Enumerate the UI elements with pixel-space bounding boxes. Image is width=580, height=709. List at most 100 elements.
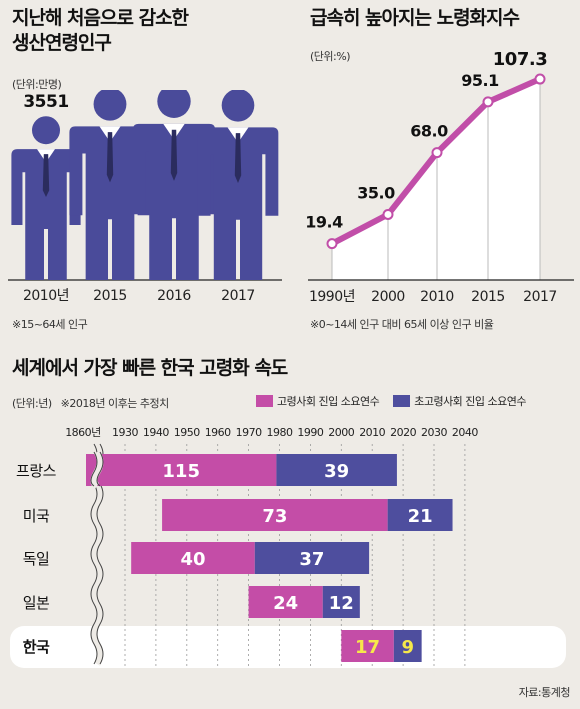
aging-index-chart: 19.4 1990년 35.0 2000 68.0 2010 95.1 2015 107.3 20… bbox=[305, 49, 574, 305]
x-tick-label-2: 2015 bbox=[93, 288, 127, 304]
panel2-note: ※0~14세 인구 대비 65세 이상 인구 비율 bbox=[310, 318, 494, 331]
x-tick-label-9: 2000 bbox=[328, 426, 354, 439]
axis-break-gap-bar bbox=[90, 450, 104, 489]
aging-value-2: 73 bbox=[262, 506, 287, 527]
row-label-4: 일본 bbox=[23, 594, 50, 612]
superaged-value-1: 39 bbox=[324, 461, 349, 482]
x-tick-label-6: 1970 bbox=[236, 426, 262, 439]
person-bar-1 bbox=[11, 116, 81, 280]
aging-bar-4 bbox=[248, 586, 323, 618]
data-point-4 bbox=[482, 96, 494, 108]
panel1-title: 지난해 처음으로 감소한 생산연령인구 bbox=[12, 6, 189, 56]
aging-bar-5 bbox=[341, 630, 394, 662]
person-tie bbox=[234, 133, 242, 184]
aging-value-4: 24 bbox=[273, 593, 298, 614]
panel2-unit: (단위:%) bbox=[310, 50, 350, 63]
legend-item-superaged: 초고령사회 진입 소요연수 bbox=[393, 393, 527, 409]
x-tick-label-11: 2020 bbox=[390, 426, 416, 439]
value-label-1: 19.4 bbox=[305, 213, 343, 232]
person-body bbox=[197, 127, 279, 280]
data-point-1 bbox=[326, 238, 338, 250]
panel1-note: ※15~64세 인구 bbox=[12, 318, 88, 331]
panel1-title-line2: 생산연령인구 bbox=[12, 32, 112, 54]
value-label-2: 35.0 bbox=[357, 183, 395, 202]
aging-value-1: 115 bbox=[162, 461, 200, 482]
superaged-bar-4 bbox=[322, 586, 360, 618]
x-tick-label-3: 1940 bbox=[143, 426, 169, 439]
person-bar-2 bbox=[69, 90, 151, 280]
x-tick-label-4: 2015 bbox=[471, 289, 505, 305]
x-tick-label-2: 2000 bbox=[371, 289, 405, 305]
panel3-estimate-note: ※2018년 이후는 추정치 bbox=[60, 397, 170, 410]
superaged-value-2: 21 bbox=[408, 506, 433, 527]
value-label-3: 68.0 bbox=[410, 122, 448, 141]
aging-value-3: 40 bbox=[180, 549, 205, 570]
data-point-3 bbox=[431, 147, 443, 159]
panel1-title-line1: 지난해 처음으로 감소한 bbox=[12, 7, 189, 29]
aging-value-5: 17 bbox=[355, 637, 380, 658]
axis-break-bar-left bbox=[90, 451, 98, 487]
value-label-5: 107.3 bbox=[493, 49, 547, 70]
x-tick-label-4: 2017 bbox=[221, 288, 255, 304]
panel1-unit: (단위:만명) bbox=[12, 78, 62, 91]
legend-swatch-aging bbox=[256, 395, 273, 407]
x-tick-label-1: 1860년 bbox=[65, 426, 101, 439]
panel3-title: 세계에서 가장 빠른 한국 고령화 속도 bbox=[12, 357, 288, 379]
x-tick-label-8: 1990 bbox=[297, 426, 323, 439]
superaged-bar-5 bbox=[393, 630, 422, 662]
data-point-5 bbox=[534, 73, 546, 85]
value-label-4: 95.1 bbox=[461, 71, 499, 90]
x-tick-label-13: 2040 bbox=[452, 426, 478, 439]
x-tick-label-1: 2010년 bbox=[23, 288, 69, 304]
person-head bbox=[157, 90, 191, 118]
legend-item-aging: 고령사회 진입 소요연수 bbox=[256, 393, 380, 409]
superaged-value-3: 37 bbox=[299, 549, 324, 570]
panel2-title: 급속히 높아지는 노령화지수 bbox=[310, 7, 520, 29]
area-fill bbox=[332, 79, 540, 280]
legend-label-superaged: 초고령사회 진입 소요연수 bbox=[414, 395, 527, 408]
aging-bar-1 bbox=[86, 454, 277, 486]
person-head bbox=[221, 90, 255, 122]
person-head bbox=[31, 116, 61, 145]
person-body bbox=[132, 123, 216, 280]
superaged-bar-3 bbox=[254, 542, 370, 574]
value-label-1: 3551 bbox=[23, 92, 68, 112]
x-tick-label-1: 1990년 bbox=[309, 289, 355, 305]
data-point-2 bbox=[382, 208, 394, 220]
aging-speed-chart: 1860년 1930 1940 1950 1960 1970 1980 1990 2000 201… bbox=[10, 426, 566, 668]
superaged-bar-1 bbox=[276, 454, 397, 486]
row-label-3: 독일 bbox=[23, 550, 50, 568]
superaged-bar-2 bbox=[387, 499, 453, 531]
x-tick-label-3: 2016 bbox=[157, 288, 191, 304]
person-tie bbox=[42, 154, 50, 197]
x-tick-label-12: 2030 bbox=[421, 426, 447, 439]
row-label-2: 미국 bbox=[23, 507, 50, 525]
axis-break-bar-right bbox=[96, 451, 104, 487]
x-tick-label-10: 2010 bbox=[359, 426, 385, 439]
legend-label-aging: 고령사회 진입 소요연수 bbox=[277, 395, 380, 408]
population-chart: 35512010년362320153631201636202017 bbox=[8, 90, 282, 304]
person-body bbox=[69, 126, 151, 280]
superaged-value-5: 9 bbox=[401, 637, 414, 658]
aging-bar-3 bbox=[131, 542, 255, 574]
x-tick-label-4: 1950 bbox=[174, 426, 200, 439]
x-tick-label-5: 2017 bbox=[523, 289, 557, 305]
person-bar-3 bbox=[132, 90, 216, 280]
legend-swatch-superaged bbox=[393, 395, 411, 407]
panel3-unit-text: (단위:년) bbox=[12, 397, 52, 410]
person-body bbox=[11, 149, 81, 280]
x-tick-label-2: 1930 bbox=[112, 426, 138, 439]
row-label-5: 한국 bbox=[23, 638, 50, 656]
superaged-value-4: 12 bbox=[329, 593, 354, 614]
aging-bar-2 bbox=[162, 499, 388, 531]
x-tick-label-3: 2010 bbox=[420, 289, 454, 305]
highlight-row-bg bbox=[10, 626, 566, 668]
x-tick-label-7: 1980 bbox=[267, 426, 293, 439]
row-label-1: 프랑스 bbox=[16, 462, 57, 480]
x-tick-label-5: 1960 bbox=[205, 426, 231, 439]
person-tie bbox=[106, 132, 114, 183]
person-head bbox=[93, 90, 127, 121]
person-tie bbox=[170, 129, 178, 181]
source-note: 자료:통계청 bbox=[518, 686, 571, 699]
panel3-unit: (단위:년) ※2018년 이후는 추정치 bbox=[12, 395, 169, 411]
